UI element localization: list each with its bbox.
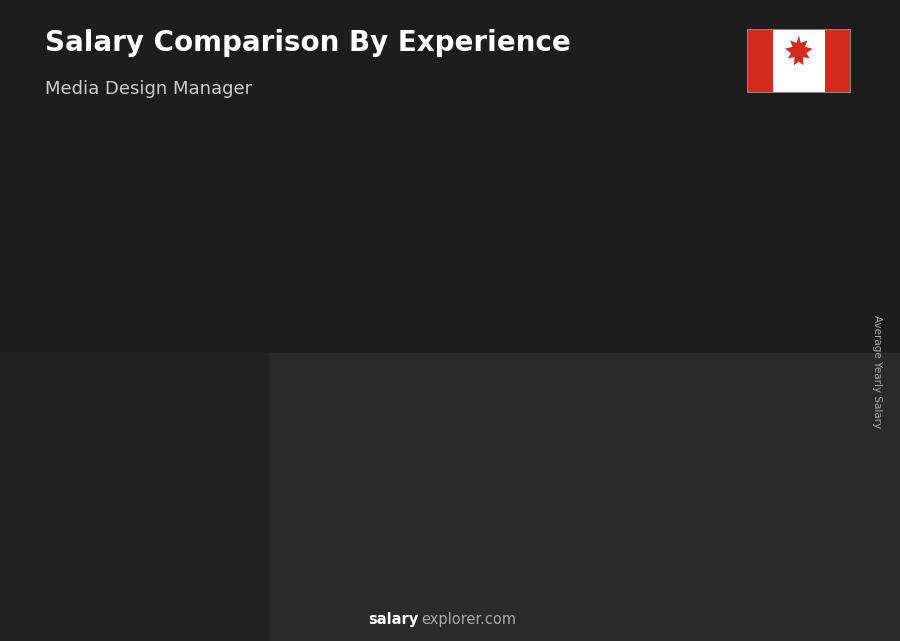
Bar <box>593 291 659 295</box>
Bar <box>778 269 785 558</box>
Bar <box>467 312 533 316</box>
Bar <box>399 357 406 558</box>
FancyArrowPatch shape <box>285 353 329 415</box>
Bar <box>593 291 659 558</box>
Bar <box>719 269 785 273</box>
FancyArrowPatch shape <box>665 258 708 284</box>
Bar <box>0 0 900 353</box>
FancyArrowPatch shape <box>539 279 582 305</box>
Text: Average Yearly Salary: Average Yearly Salary <box>872 315 883 428</box>
Bar <box>214 422 222 558</box>
Bar <box>719 269 785 558</box>
Bar <box>214 422 280 558</box>
Text: 146,000 CAD: 146,000 CAD <box>239 401 322 415</box>
Bar <box>651 291 659 558</box>
FancyArrowPatch shape <box>159 413 203 448</box>
Text: 110,000 CAD: 110,000 CAD <box>80 435 163 448</box>
Bar <box>747 29 773 93</box>
Text: salary: salary <box>368 612 418 627</box>
Bar <box>272 422 280 558</box>
Text: Salary Comparison By Experience: Salary Comparison By Experience <box>45 29 571 57</box>
Text: 216,000 CAD: 216,000 CAD <box>364 337 446 349</box>
Polygon shape <box>785 35 813 65</box>
Text: 287,000 CAD: 287,000 CAD <box>618 271 701 283</box>
Bar <box>270 353 900 641</box>
Text: explorer.com: explorer.com <box>421 612 517 627</box>
Bar <box>467 312 533 558</box>
Bar <box>340 357 348 558</box>
FancyArrowPatch shape <box>412 305 456 349</box>
Bar <box>467 312 474 558</box>
Text: 311,000 CAD: 311,000 CAD <box>747 248 830 261</box>
Bar <box>214 422 280 424</box>
Text: +22%: +22% <box>418 243 472 261</box>
Bar <box>340 357 406 558</box>
Bar <box>525 312 533 558</box>
Text: +9%: +9% <box>551 229 593 247</box>
Bar <box>824 29 850 93</box>
Bar <box>719 269 727 558</box>
Bar <box>88 455 154 558</box>
Bar <box>593 291 601 558</box>
Bar <box>146 455 154 558</box>
Bar <box>88 455 154 457</box>
Bar <box>773 29 824 93</box>
Text: Media Design Manager: Media Design Manager <box>45 80 252 98</box>
Bar <box>340 357 406 360</box>
Text: +34%: +34% <box>165 351 219 369</box>
Bar <box>88 455 95 558</box>
Text: 264,000 CAD: 264,000 CAD <box>490 292 572 305</box>
Text: +48%: +48% <box>291 276 345 294</box>
Text: +8%: +8% <box>678 214 720 232</box>
